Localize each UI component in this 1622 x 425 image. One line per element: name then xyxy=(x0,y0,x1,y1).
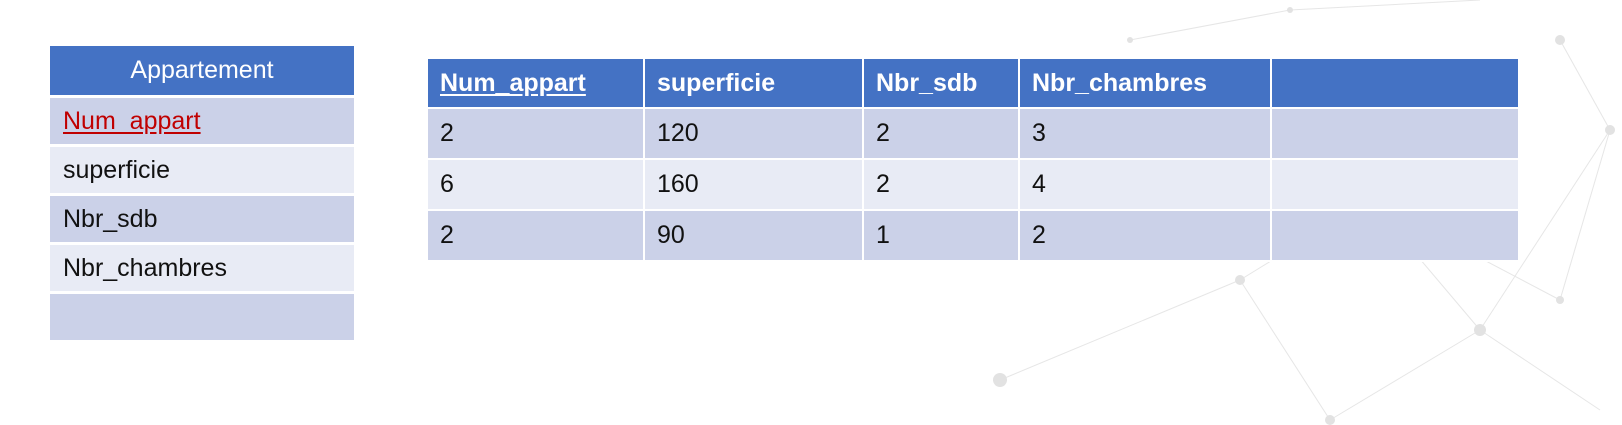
column-header-empty xyxy=(1270,57,1520,109)
entity-attribute-empty xyxy=(50,291,354,340)
table-cell: 2 xyxy=(426,209,645,262)
column-header-nbr-chambres: Nbr_chambres xyxy=(1018,57,1272,109)
table-cell xyxy=(1270,107,1520,160)
entity-attribute-superficie: superficie xyxy=(50,144,354,193)
table-cell: 120 xyxy=(643,107,864,160)
column-header-num-appart: Num_appart xyxy=(426,57,645,109)
table-row: 6 160 2 4 xyxy=(426,158,1520,211)
table-cell: 1 xyxy=(862,209,1020,262)
table-cell: 2 xyxy=(862,107,1020,160)
table-cell: 3 xyxy=(1018,107,1272,160)
entity-attribute-num-appart: Num_appart xyxy=(50,95,354,144)
table-cell: 2 xyxy=(426,107,645,160)
table-cell: 6 xyxy=(426,158,645,211)
data-table: Num_appart superficie Nbr_sdb Nbr_chambr… xyxy=(426,57,1520,262)
column-header-superficie: superficie xyxy=(643,57,864,109)
entity-attribute-nbr-sdb: Nbr_sdb xyxy=(50,193,354,242)
table-cell: 2 xyxy=(862,158,1020,211)
table-cell: 2 xyxy=(1018,209,1272,262)
table-header-row: Num_appart superficie Nbr_sdb Nbr_chambr… xyxy=(426,57,1520,109)
entity-box: Appartement Num_appart superficie Nbr_sd… xyxy=(50,46,354,340)
table-cell: 90 xyxy=(643,209,864,262)
table-cell xyxy=(1270,158,1520,211)
table-cell: 4 xyxy=(1018,158,1272,211)
table-row: 2 90 1 2 xyxy=(426,209,1520,262)
entity-attribute-nbr-chambres: Nbr_chambres xyxy=(50,242,354,291)
table-cell xyxy=(1270,209,1520,262)
table-row: 2 120 2 3 xyxy=(426,107,1520,160)
entity-title: Appartement xyxy=(50,46,354,95)
table-cell: 160 xyxy=(643,158,864,211)
column-header-nbr-sdb: Nbr_sdb xyxy=(862,57,1020,109)
